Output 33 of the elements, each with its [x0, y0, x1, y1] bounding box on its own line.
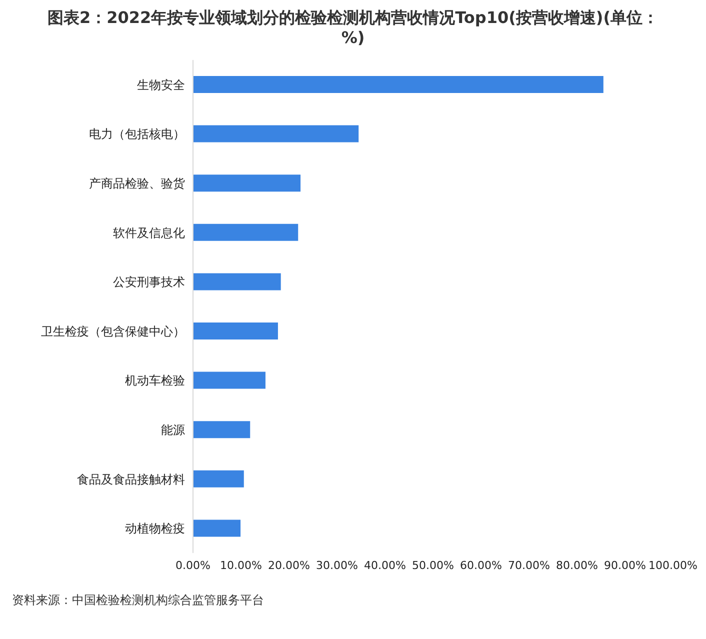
bar	[193, 372, 266, 389]
x-tick-label: 0.00%	[176, 558, 210, 572]
y-tick-label: 软件及信息化	[113, 226, 185, 240]
y-tick-label: 卫生检疫（包含保健中心）	[41, 324, 185, 338]
y-tick-label: 生物安全	[137, 78, 185, 92]
x-tick-label: 60.00%	[460, 558, 502, 572]
x-tick-label: 80.00%	[556, 558, 598, 572]
bar	[193, 76, 604, 93]
y-tick-label: 电力（包括核电）	[89, 127, 185, 142]
bar	[193, 273, 281, 290]
text: 资料来源：中国检验检测机构综合监管服务平台	[11, 592, 265, 609]
bar	[193, 421, 250, 438]
bar	[193, 470, 244, 488]
chart-title: 图表2：2022年按专业领域划分的检验检测机构营收情况Top10(按营收增速)(单位：%)	[46, 8, 660, 48]
y-tick-label: 动植物检疫	[125, 522, 185, 536]
y-tick-label: 机动车检验	[125, 374, 185, 388]
x-tick-label: 90.00%	[604, 558, 646, 572]
x-tick-label: 70.00%	[508, 558, 550, 572]
x-tick-label: 50.00%	[412, 558, 454, 572]
y-tick-label: 能源	[161, 423, 185, 438]
x-tick-label: 100.00%	[648, 558, 698, 572]
bar	[193, 174, 301, 192]
y-tick-label: 公安刑事技术	[113, 275, 185, 290]
y-tick-label: 产商品检验、验货	[89, 176, 185, 191]
bar	[193, 224, 298, 241]
y-tick-label: 食品及食品接触材料	[77, 472, 185, 486]
bar	[193, 322, 278, 340]
bar	[193, 125, 359, 142]
x-tick-label: 10.00%	[220, 558, 262, 572]
x-tick-label: 30.00%	[316, 558, 358, 572]
x-tick-label: 20.00%	[268, 558, 310, 572]
x-tick-label: 40.00%	[364, 558, 406, 572]
bar	[193, 520, 241, 537]
